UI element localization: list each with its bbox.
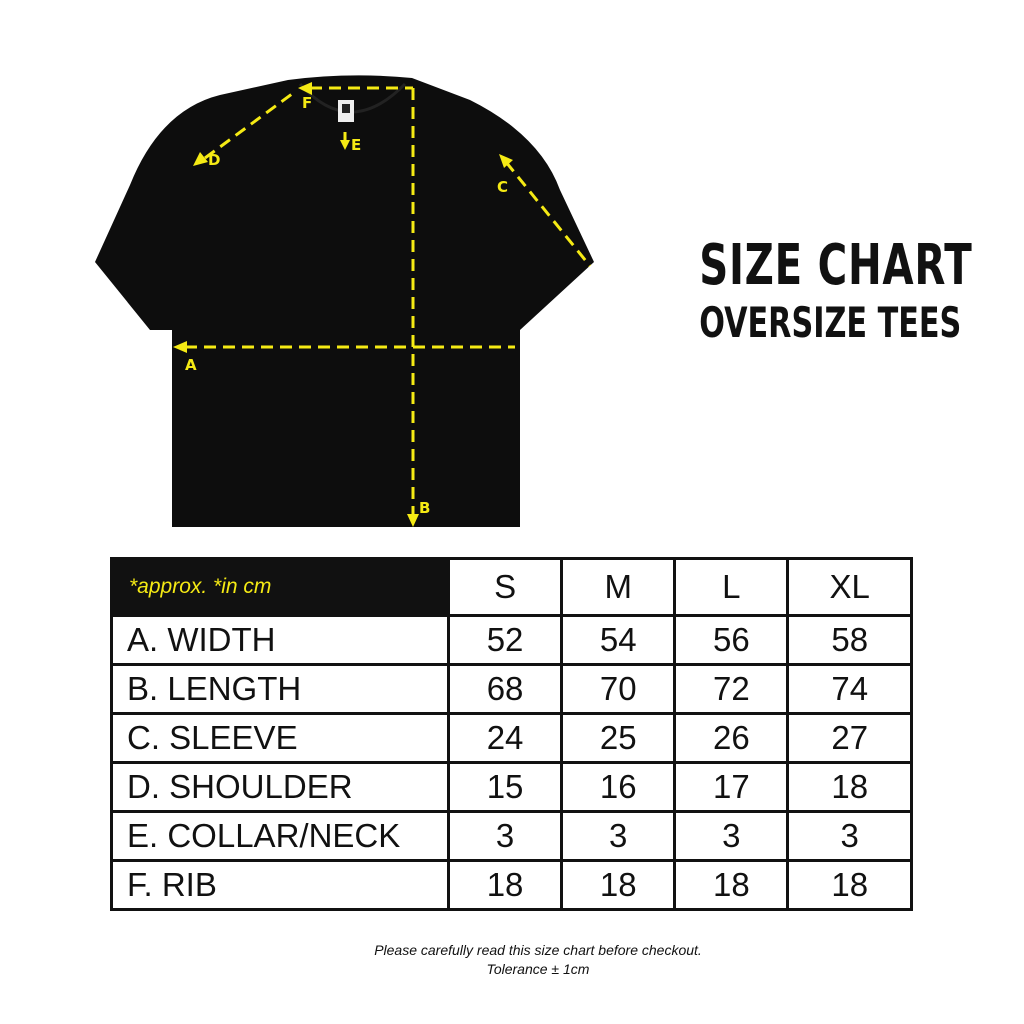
measurement-value: 3 (446, 810, 564, 862)
measurement-value: 27 (786, 712, 913, 764)
measurement-value: 72 (673, 663, 790, 715)
measurement-label: F. RIB (110, 859, 450, 911)
size-header: L (673, 557, 790, 617)
measurement-value: 18 (786, 761, 913, 813)
size-table: *approx. *in cm S M L XL A. WIDTH 52 54 56 5… (110, 557, 913, 911)
measurement-value: 26 (673, 712, 790, 764)
measurement-value: 68 (446, 663, 564, 715)
measurement-value: 54 (560, 614, 677, 666)
measurement-value: 3 (673, 810, 790, 862)
measurement-value: 25 (560, 712, 677, 764)
table-row: A. WIDTH 52 54 56 58 (110, 614, 913, 666)
table-header-row: *approx. *in cm S M L XL (110, 557, 913, 617)
measurement-label: D. SHOULDER (110, 761, 450, 813)
approx-note: *approx. *in cm (110, 557, 450, 617)
measurement-value: 16 (560, 761, 677, 813)
marker-d: D (208, 151, 220, 169)
measure-line-c (504, 161, 592, 267)
measurement-value: 3 (560, 810, 677, 862)
size-header: XL (786, 557, 913, 617)
table-row: B. LENGTH 68 70 72 74 (110, 663, 913, 715)
marker-a: A (185, 356, 197, 374)
tshirt-illustration: A B C D E F (95, 75, 594, 527)
footer-line-2: Tolerance ± 1cm (486, 961, 590, 977)
table-row: E. COLLAR/NECK 3 3 3 3 (110, 810, 913, 862)
table-row: C. SLEEVE 24 25 26 27 (110, 712, 913, 764)
marker-e: E (351, 136, 361, 154)
measurement-label: E. COLLAR/NECK (110, 810, 450, 862)
chart-title: SIZE CHART (699, 233, 973, 298)
measurement-value: 18 (786, 859, 913, 911)
measurement-value: 18 (673, 859, 790, 911)
marker-c: C (497, 178, 508, 196)
measurement-value: 58 (786, 614, 913, 666)
measurement-value: 56 (673, 614, 790, 666)
measurement-label: B. LENGTH (110, 663, 450, 715)
footer-line-1: Please carefully read this size chart be… (374, 942, 702, 958)
table-row: D. SHOULDER 15 16 17 18 (110, 761, 913, 813)
measurement-value: 18 (446, 859, 564, 911)
measurement-value: 3 (786, 810, 913, 862)
measurement-value: 17 (673, 761, 790, 813)
measurement-value: 24 (446, 712, 564, 764)
measurement-value: 18 (560, 859, 677, 911)
measurement-label: C. SLEEVE (110, 712, 450, 764)
size-header: S (446, 557, 564, 617)
chart-subtitle: OVERSIZE TEES (699, 298, 962, 347)
measurement-value: 52 (446, 614, 564, 666)
footer-note: Please carefully read this size chart be… (0, 941, 1024, 979)
table-row: F. RIB 18 18 18 18 (110, 859, 913, 911)
measurement-value: 15 (446, 761, 564, 813)
marker-f: F (302, 94, 312, 112)
measurement-value: 74 (786, 663, 913, 715)
marker-b: B (419, 499, 430, 517)
measurement-value: 70 (560, 663, 677, 715)
measurement-label: A. WIDTH (110, 614, 450, 666)
size-header: M (560, 557, 677, 617)
